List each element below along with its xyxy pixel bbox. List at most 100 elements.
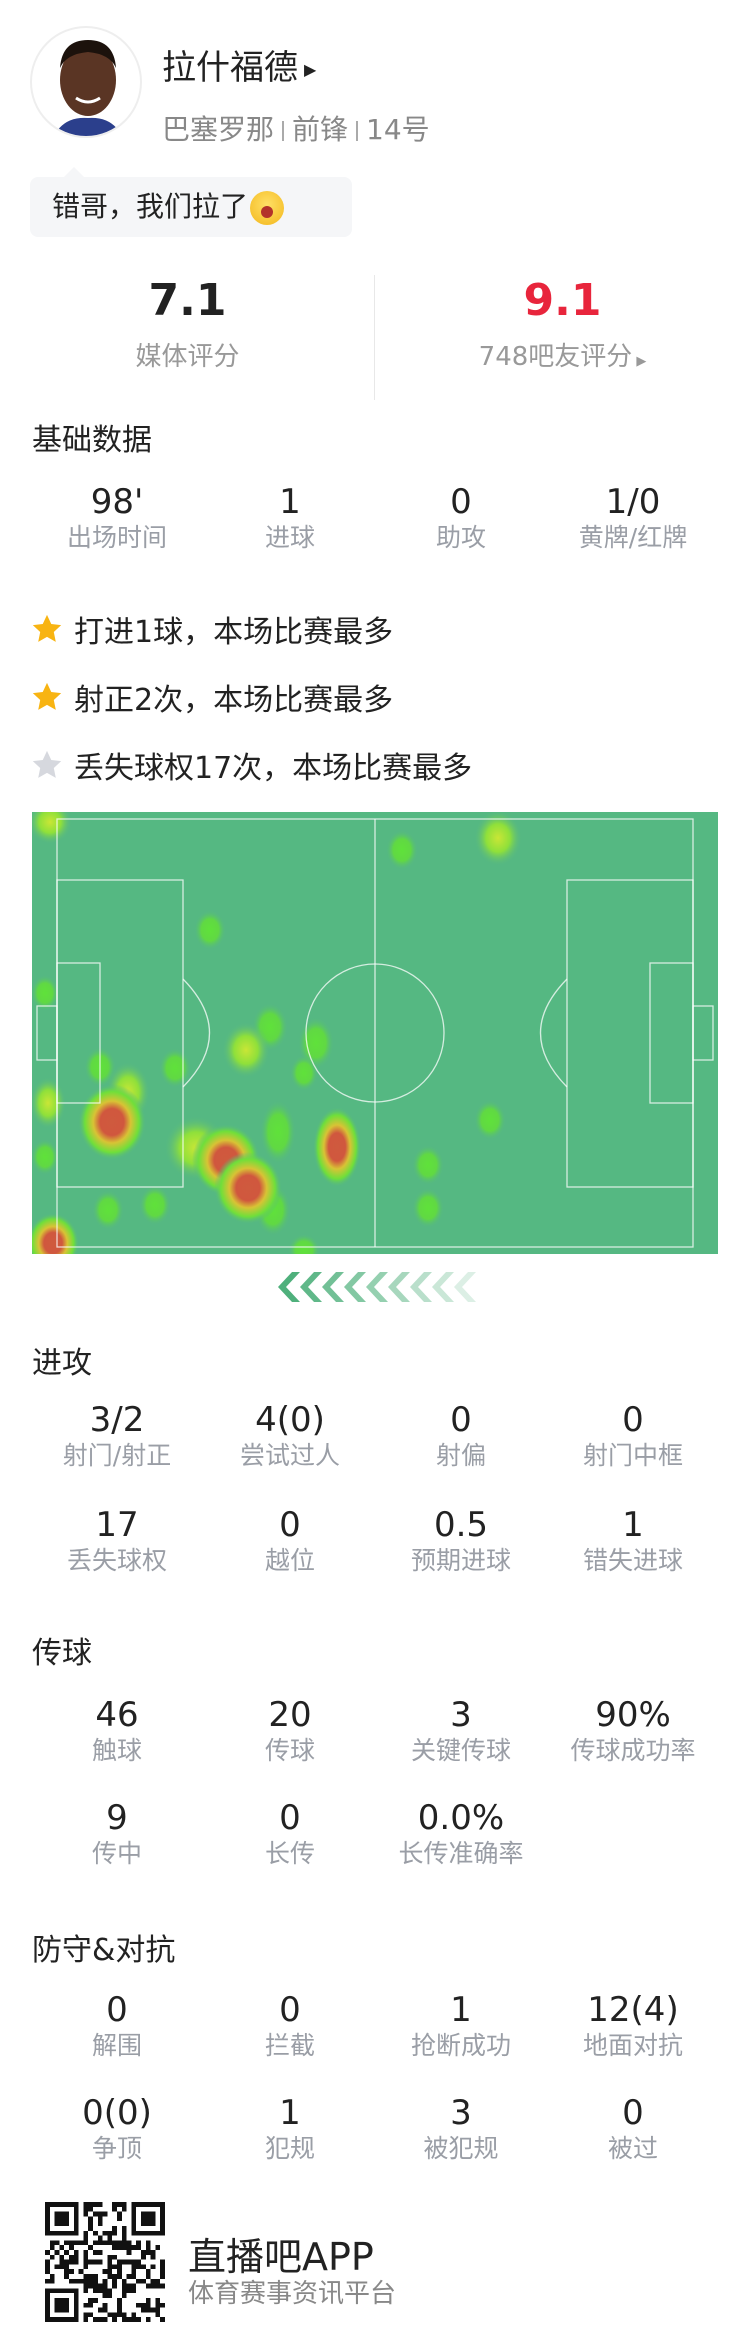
stat-label: 被过 (607, 2134, 658, 2163)
stat-label: 传中 (91, 1839, 142, 1868)
qr-module (88, 2298, 93, 2303)
qr-module (145, 2283, 151, 2289)
qr-module (136, 2240, 141, 2246)
chevron-left-icon (454, 1272, 476, 1302)
position: 前锋 (292, 113, 349, 146)
stat-value: 1/0 (605, 482, 661, 522)
caret-right-icon: ▶ (636, 354, 647, 369)
qr-module (93, 2283, 98, 2289)
qr-module (64, 2240, 69, 2246)
stat-label: 尝试过人 (239, 1441, 340, 1470)
qr-module (107, 2259, 113, 2265)
stat-value: 0(0) (82, 2093, 152, 2133)
qr-module (160, 2317, 165, 2322)
qr-module (49, 2254, 55, 2260)
qr-module (88, 2202, 93, 2207)
qr-module (73, 2259, 79, 2265)
qr-module (45, 2264, 50, 2270)
qr-module (83, 2278, 89, 2284)
qr-module (141, 2211, 156, 2226)
qr-module (59, 2264, 65, 2270)
qr-module (121, 2317, 127, 2322)
qr-module (131, 2317, 137, 2322)
qr-module (126, 2317, 132, 2322)
qr-module (136, 2245, 141, 2250)
qr-module (83, 2302, 89, 2308)
stat-value: 98' (90, 482, 144, 522)
player-avatar[interactable] (30, 26, 142, 138)
qr-module (160, 2302, 165, 2308)
qr-module (97, 2221, 103, 2226)
section-title-defense: 防守&对抗 (32, 1933, 176, 1968)
stat-label: 长传 (264, 1839, 315, 1868)
qr-module (88, 2226, 93, 2231)
gold-star-icon (32, 614, 62, 642)
right-penalty-arc (539, 978, 568, 1088)
section-title-passing: 传球 (32, 1636, 92, 1671)
qr-module (97, 2211, 103, 2217)
qr-module (83, 2206, 89, 2212)
qr-module (102, 2307, 108, 2313)
qr-module (88, 2221, 93, 2226)
stat-value: 0 (450, 482, 472, 522)
qr-module (64, 2264, 69, 2270)
stat-item: 1 犯规 (204, 2093, 376, 2165)
qr-module (112, 2317, 117, 2322)
qr-module (107, 2235, 113, 2241)
qr-module (150, 2278, 156, 2284)
stat-item: 0(0) 争顶 (31, 2093, 203, 2165)
qr-module (78, 2240, 84, 2246)
stat-item: 0 助攻 (375, 482, 547, 554)
chevron-left-icon (388, 1272, 410, 1302)
stat-label: 争顶 (91, 2134, 142, 2163)
stat-value: 20 (268, 1695, 312, 1735)
qr-module (155, 2283, 161, 2289)
qr-module (150, 2250, 156, 2255)
qr-module (88, 2216, 93, 2222)
chevron-left-icon (322, 1272, 344, 1302)
qr-module (54, 2240, 60, 2246)
player-name[interactable]: 拉什福德 ▶ (162, 40, 316, 89)
qr-module (145, 2250, 151, 2255)
qr-module (131, 2264, 137, 2270)
stat-item: 46 触球 (31, 1695, 203, 1767)
qr-module (136, 2259, 141, 2265)
stat-value: 3 (450, 2093, 472, 2133)
qr-module (78, 2269, 84, 2274)
qr-module (121, 2288, 127, 2294)
heat-spot (32, 1139, 59, 1175)
qr-module (150, 2254, 156, 2260)
qr-module (117, 2264, 122, 2270)
qr-module (69, 2278, 74, 2284)
shirt-number: 14号 (366, 113, 430, 146)
chevron-left-icon (366, 1272, 388, 1302)
stat-item: 17 丢失球权 (31, 1505, 203, 1577)
stat-value: 1 (622, 1505, 644, 1545)
stat-label: 黄牌/红牌 (578, 523, 688, 552)
qr-module (97, 2240, 103, 2246)
stat-item: 1 错失进球 (547, 1505, 719, 1577)
team-name[interactable]: 巴塞罗那 (162, 113, 275, 146)
qr-module (145, 2317, 151, 2322)
stat-item: 20 传球 (204, 1695, 376, 1767)
qr-module (107, 2240, 113, 2246)
fan-rating[interactable]: 9.1 748吧友评分 ▶ (375, 275, 750, 373)
qr-module (121, 2226, 127, 2231)
qr-module (121, 2240, 127, 2246)
stat-value: 1 (450, 1990, 472, 2030)
qr-module (73, 2278, 79, 2284)
heat-spot (92, 1190, 124, 1230)
stat-value: 0.5 (433, 1505, 489, 1545)
stat-item: 0 拦截 (204, 1990, 376, 2062)
stat-label: 丢失球权 (66, 1546, 167, 1575)
qr-module (83, 2235, 89, 2241)
qr-module (83, 2264, 89, 2270)
qr-module (112, 2283, 117, 2289)
qr-module (49, 2240, 55, 2246)
stat-item: 0.0% 长传准确率 (375, 1798, 547, 1870)
stat-value: 0 (622, 2093, 644, 2133)
qr-module (64, 2259, 69, 2265)
stat-label: 被犯规 (423, 2134, 499, 2163)
qr-module (131, 2245, 137, 2250)
qr-module (117, 2259, 122, 2265)
